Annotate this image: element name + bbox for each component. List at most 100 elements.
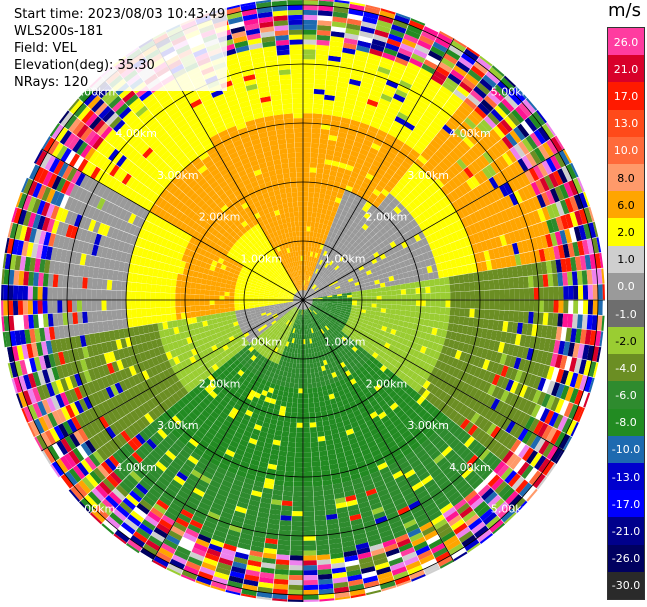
radar-gate [295,452,303,458]
radar-gate [370,121,381,130]
radar-gate [310,152,319,159]
radar-gate [393,206,402,215]
radar-gate [529,150,542,165]
radar-gate [345,262,351,269]
radar-gate [404,277,410,284]
radar-gate [366,303,372,308]
radar-gate [306,265,309,271]
radar-gate [394,14,410,25]
radar-gate [290,372,296,379]
radar-gate [349,270,356,276]
radar-gate [356,305,362,310]
radar-gate [318,143,328,150]
radar-gate [318,284,323,289]
radar-gate [415,287,421,294]
radar-gate [308,276,311,282]
radar-gate [449,307,456,316]
radar-gate [365,226,373,234]
radar-gate [316,44,330,51]
radar-gate [358,277,364,282]
radar-gate [409,201,418,210]
radar-gate [351,114,362,123]
radar-gate [539,177,550,192]
radar-gate [426,207,435,217]
radar-gate [293,486,303,492]
radar-gate [325,84,337,92]
radar-gate [359,209,367,217]
radar-gate [407,61,421,72]
radar-gate [488,280,495,290]
radar-gate [319,401,326,407]
radar-gate [303,570,318,576]
radar-gate [373,138,383,147]
radar-gate [303,403,309,409]
radar-gate [350,253,357,260]
radar-gate [312,480,323,487]
radar-gate [390,217,399,226]
radar-gate [349,245,355,252]
radar-gate [323,275,329,281]
radar-gate [300,349,303,355]
radar-gate [303,422,310,428]
radar-gate [303,64,315,70]
radar-gate [562,313,569,328]
radar-gate [370,164,379,173]
radar-gate [430,233,438,242]
radar-gate [306,293,311,297]
radar-gate [597,284,603,300]
radar-gate [362,139,373,148]
radar-gate [464,282,470,292]
radar-gate [500,197,510,210]
radar-gate [415,44,430,55]
radar-gate [494,300,500,310]
radar-gate [341,258,347,264]
radar-gate [367,53,382,62]
radar-gate [386,180,396,189]
radar-gate [438,228,447,238]
radar-gate [406,300,412,306]
radar-gate [338,279,344,284]
radar-gate [332,244,338,251]
radar-gate [484,290,490,300]
radar-gate [463,152,475,164]
radar-gate [369,180,378,189]
radar-gate [446,234,455,244]
radar-gate [307,296,313,299]
radar-gate [384,84,397,94]
radar-gate [303,5,318,11]
radar-gate [404,156,415,166]
radar-gate [311,212,317,218]
radar-gate [361,303,367,307]
radar-gate [335,267,342,273]
radar-gate [398,190,408,199]
radar-gate [291,521,303,527]
radar-gate [371,288,377,293]
radar-gate [414,76,428,87]
radar-gate [297,398,303,404]
radar-gate [305,280,307,286]
radar-gate [315,268,319,274]
radar-gate [410,288,416,295]
radar-gate [438,109,452,121]
radar-gate [347,13,363,21]
radar-gate [407,192,417,202]
radar-gate [314,222,320,228]
radar-gate [315,172,323,179]
radar-gate [428,157,439,168]
radar-gate [288,589,303,595]
radar-gate [490,161,501,174]
radar-gate [356,290,362,295]
radar-gate [414,172,425,182]
radar-gate [289,565,303,571]
radar-gate [498,184,509,197]
radar-gate [305,344,309,350]
radar-gate [546,204,556,219]
radar-gate [297,412,303,418]
radar-gate [317,431,325,437]
radar-gate [402,143,413,153]
radar-gate [338,203,345,211]
radar-gate [542,312,549,326]
radar-gate [400,310,406,316]
radar-gate [572,178,583,194]
radar-gate [376,151,387,160]
